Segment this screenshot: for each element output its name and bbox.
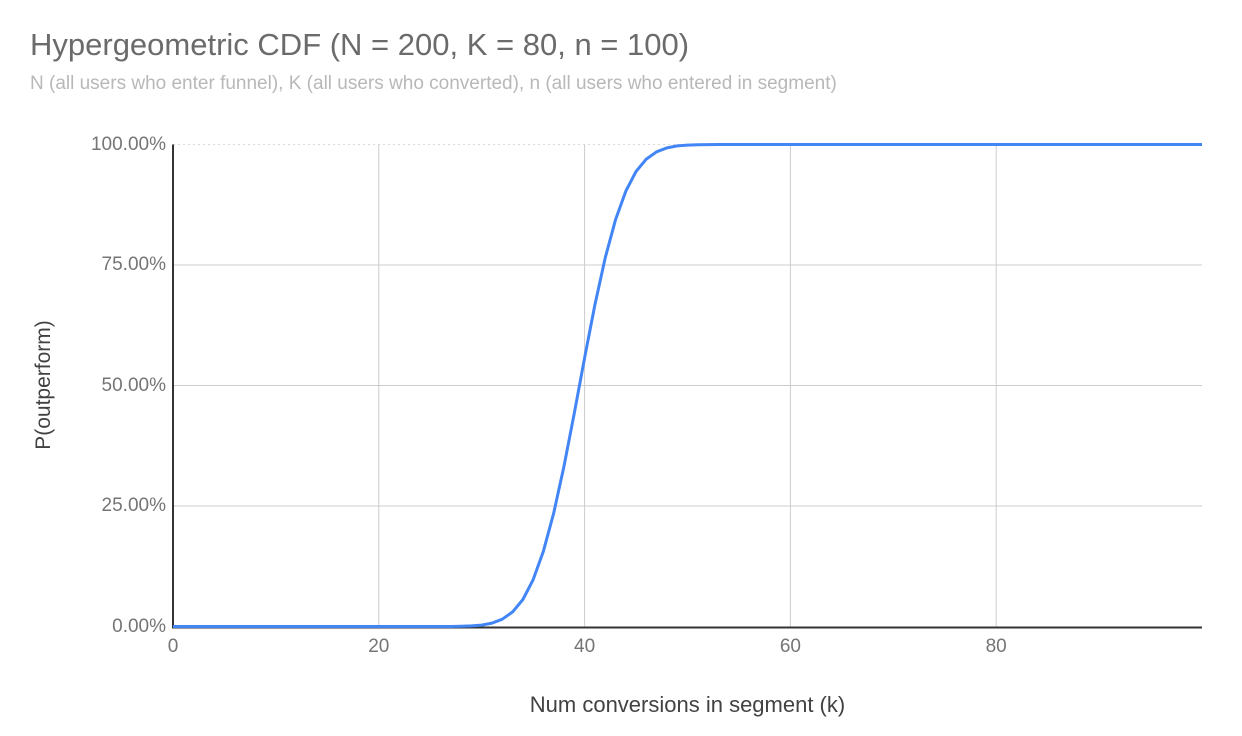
chart-subtitle: N (all users who enter funnel), K (all u… bbox=[30, 73, 837, 94]
y-tick-label: 75.00% bbox=[101, 254, 166, 275]
chart-title: Hypergeometric CDF (N = 200, K = 80, n =… bbox=[30, 27, 690, 62]
x-tick-label: 80 bbox=[985, 636, 1007, 657]
y-tick-label: 50.00% bbox=[101, 374, 166, 396]
x-tick-label: 40 bbox=[574, 636, 596, 657]
cdf-series-line bbox=[173, 143, 1202, 628]
y-tick-label: 0.00% bbox=[112, 615, 166, 637]
y-tick-label: 100.00% bbox=[90, 133, 166, 155]
x-tick-label: 0 bbox=[167, 636, 179, 657]
y-axis-title: P(outperform) bbox=[32, 320, 55, 450]
y-tick-label: 25.00% bbox=[101, 495, 166, 516]
x-axis-title: Num conversions in segment (k) bbox=[529, 692, 846, 717]
x-tick-label: 60 bbox=[779, 636, 801, 657]
x-tick-label: 20 bbox=[368, 636, 390, 657]
